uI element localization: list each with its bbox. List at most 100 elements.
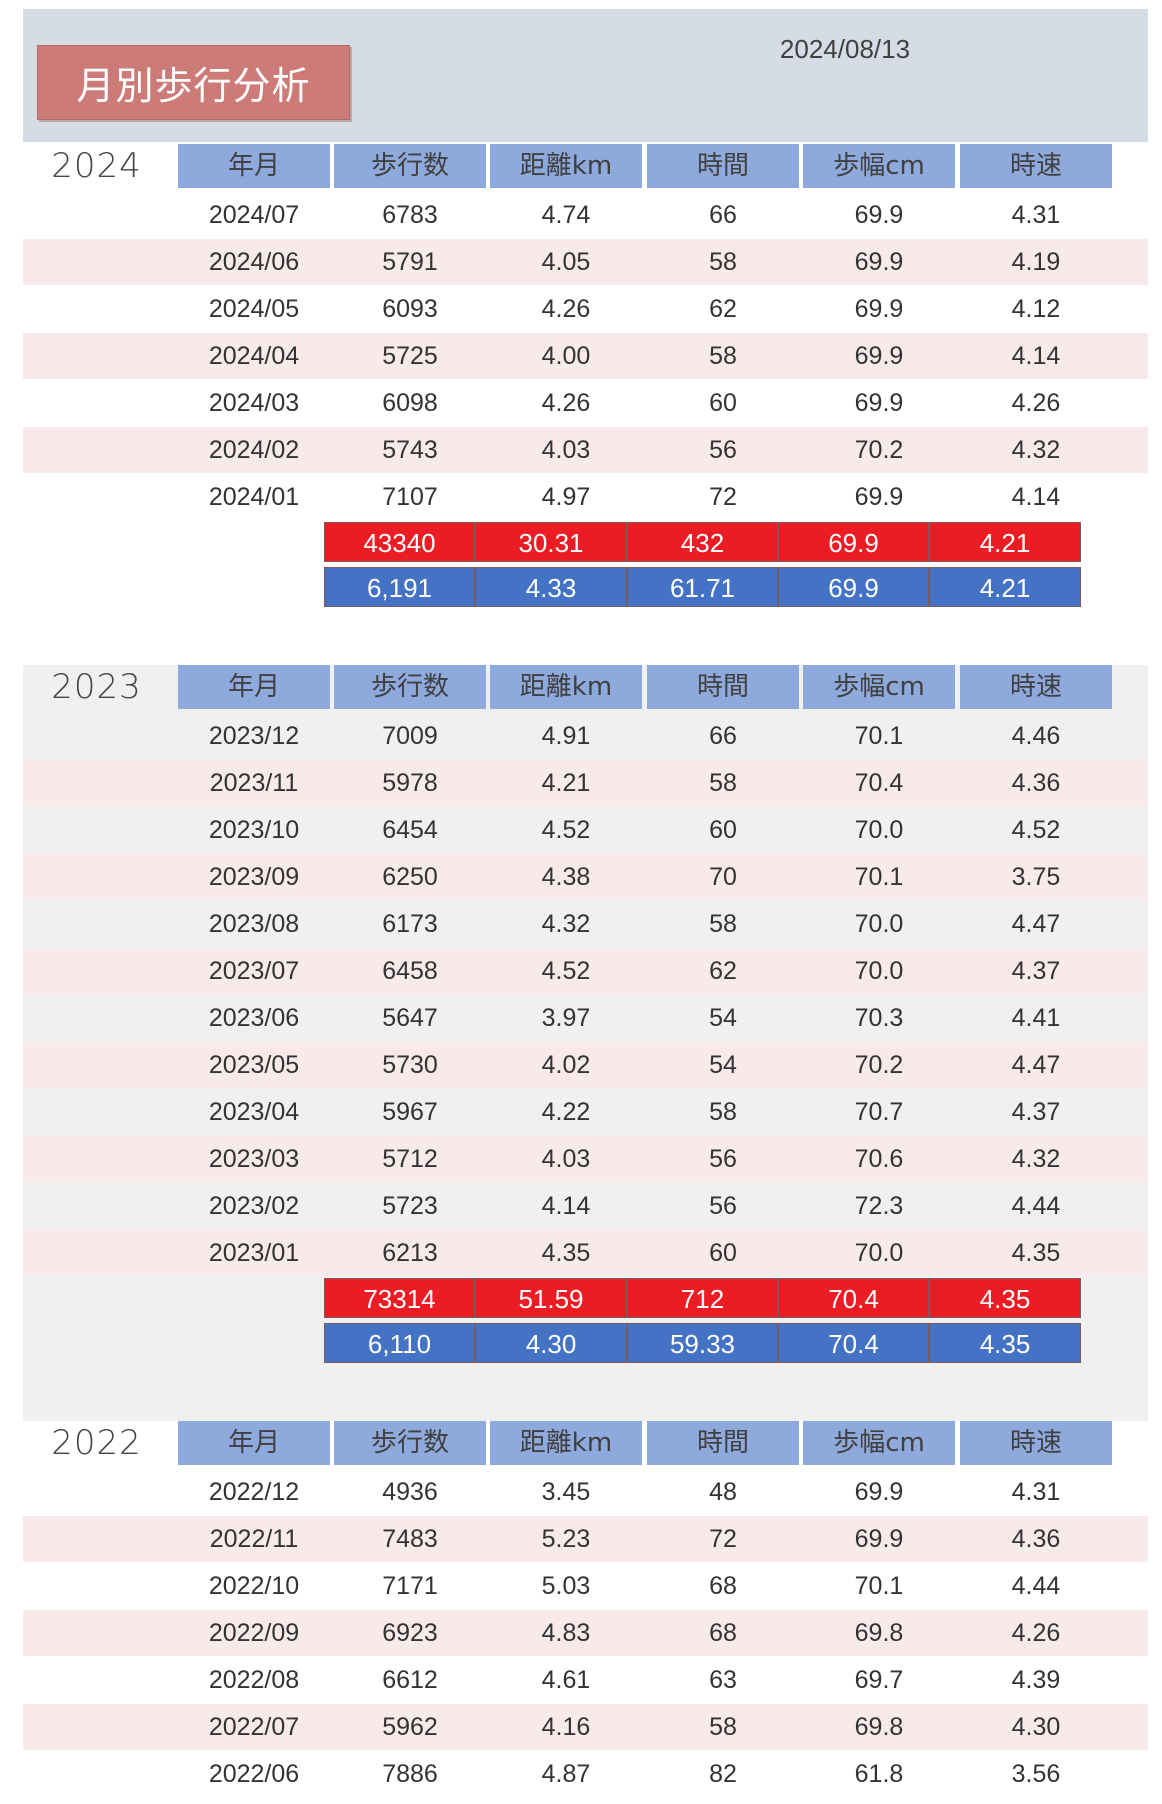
table-cell: 4.74 — [541, 201, 591, 229]
table-cell: 4.61 — [541, 1666, 591, 1694]
table-row: 2023/07 6458 4.52 62 70.0 4.37 — [23, 948, 1148, 994]
average-cell: 61.71 — [627, 567, 778, 607]
table-cell: 70.1 — [854, 863, 904, 891]
table-cell: 4.39 — [1011, 1666, 1061, 1694]
table-cell: 4.14 — [1011, 483, 1061, 511]
total-cell: 30.31 — [475, 522, 627, 562]
column-header: 距離km — [490, 144, 642, 188]
table-cell: 58 — [709, 248, 737, 276]
table-cell: 4.91 — [541, 722, 591, 750]
table-row: 2023/11 5978 4.21 58 70.4 4.36 — [23, 760, 1148, 806]
table-row: 2024/01 7107 4.97 72 69.9 4.14 — [23, 474, 1148, 520]
year-label: 2022 — [51, 1423, 142, 1463]
table-cell: 7171 — [382, 1572, 438, 1600]
table-cell: 5723 — [382, 1192, 438, 1220]
table-cell: 70 — [709, 863, 737, 891]
table-cell: 70.1 — [854, 722, 904, 750]
table-cell: 48 — [709, 1478, 737, 1506]
table-row: 2024/03 6098 4.26 60 69.9 4.26 — [23, 380, 1148, 426]
table-row: 2024/07 6783 4.74 66 69.9 4.31 — [23, 192, 1148, 238]
year-label: 2023 — [51, 667, 142, 707]
total-cell: 432 — [627, 522, 778, 562]
table-row: 2022/07 5962 4.16 58 69.8 4.30 — [23, 1704, 1148, 1750]
table-cell: 4.38 — [541, 863, 591, 891]
table-cell: 4.26 — [541, 389, 591, 417]
table-cell: 6783 — [382, 201, 438, 229]
table-cell: 2023/06 — [208, 1004, 300, 1032]
table-cell: 3.75 — [1011, 863, 1061, 891]
column-header: 年月 — [178, 144, 330, 188]
table-cell: 70.6 — [854, 1145, 904, 1173]
table-cell: 58 — [709, 910, 737, 938]
table-cell: 4.00 — [541, 342, 591, 370]
table-cell: 69.9 — [854, 1525, 904, 1553]
table-cell: 72 — [709, 1525, 737, 1553]
report-title: 月別歩行分析 — [37, 45, 350, 120]
table-cell: 69.9 — [854, 389, 904, 417]
table-cell: 70.2 — [854, 436, 904, 464]
column-header: 年月 — [178, 1421, 330, 1465]
table-cell: 69.9 — [854, 483, 904, 511]
total-cell: 43340 — [324, 522, 475, 562]
table-cell: 4.46 — [1011, 722, 1061, 750]
table-cell: 3.56 — [1011, 1760, 1061, 1788]
column-header: 時速 — [960, 665, 1112, 709]
average-cell: 4.35 — [929, 1323, 1081, 1363]
table-cell: 56 — [709, 1192, 737, 1220]
table-cell: 4.21 — [541, 769, 591, 797]
table-cell: 69.9 — [854, 201, 904, 229]
table-row: 2022/11 7483 5.23 72 69.9 4.36 — [23, 1516, 1148, 1562]
table-cell: 4.16 — [541, 1713, 591, 1741]
table-cell: 2023/12 — [208, 722, 300, 750]
table-cell: 7886 — [382, 1760, 438, 1788]
table-cell: 2024/01 — [208, 483, 300, 511]
column-header: 歩幅cm — [803, 1421, 955, 1465]
table-cell: 4.37 — [1011, 957, 1061, 985]
table-cell: 4.30 — [1011, 1713, 1061, 1741]
table-cell: 5712 — [382, 1145, 438, 1173]
table-cell: 6612 — [382, 1666, 438, 1694]
report-date: 2024/08/13 — [779, 34, 911, 64]
column-header: 時間 — [647, 144, 799, 188]
table-row: 2022/12 4936 3.45 48 69.9 4.31 — [23, 1469, 1148, 1515]
table-cell: 6173 — [382, 910, 438, 938]
table-cell: 2023/10 — [208, 816, 300, 844]
table-cell: 82 — [709, 1760, 737, 1788]
table-cell: 4.52 — [541, 816, 591, 844]
table-cell: 4.32 — [1011, 436, 1061, 464]
column-header: 歩幅cm — [803, 665, 955, 709]
table-cell: 68 — [709, 1619, 737, 1647]
table-cell: 4.36 — [1011, 1525, 1061, 1553]
table-cell: 5962 — [382, 1713, 438, 1741]
average-cell: 69.9 — [778, 567, 929, 607]
table-cell: 70.0 — [854, 1239, 904, 1267]
table-cell: 4.52 — [541, 957, 591, 985]
table-cell: 4.32 — [1011, 1145, 1061, 1173]
table-cell: 2022/12 — [208, 1478, 300, 1506]
table-cell: 6250 — [382, 863, 438, 891]
table-cell: 69.9 — [854, 295, 904, 323]
table-cell: 2022/11 — [209, 1525, 299, 1553]
table-row: 2022/10 7171 5.03 68 70.1 4.44 — [23, 1563, 1148, 1609]
table-cell: 62 — [709, 295, 737, 323]
column-header: 時速 — [960, 1421, 1112, 1465]
average-cell: 4.30 — [475, 1323, 627, 1363]
table-cell: 4.44 — [1011, 1192, 1061, 1220]
total-cell: 69.9 — [778, 522, 929, 562]
table-cell: 69.9 — [854, 342, 904, 370]
table-cell: 4.37 — [1011, 1098, 1061, 1126]
table-cell: 66 — [709, 201, 737, 229]
table-cell: 4.26 — [541, 295, 591, 323]
table-row: 2023/10 6454 4.52 60 70.0 4.52 — [23, 807, 1148, 853]
table-cell: 4.36 — [1011, 769, 1061, 797]
average-cell: 4.21 — [929, 567, 1081, 607]
table-row: 2023/01 6213 4.35 60 70.0 4.35 — [23, 1230, 1148, 1276]
average-cell: 6,191 — [324, 567, 475, 607]
year-label: 2024 — [51, 146, 142, 186]
table-cell: 4936 — [382, 1478, 438, 1506]
table-row: 2022/09 6923 4.83 68 69.8 4.26 — [23, 1610, 1148, 1656]
table-cell: 56 — [709, 436, 737, 464]
table-cell: 69.9 — [854, 1478, 904, 1506]
table-cell: 68 — [709, 1572, 737, 1600]
table-cell: 62 — [709, 957, 737, 985]
